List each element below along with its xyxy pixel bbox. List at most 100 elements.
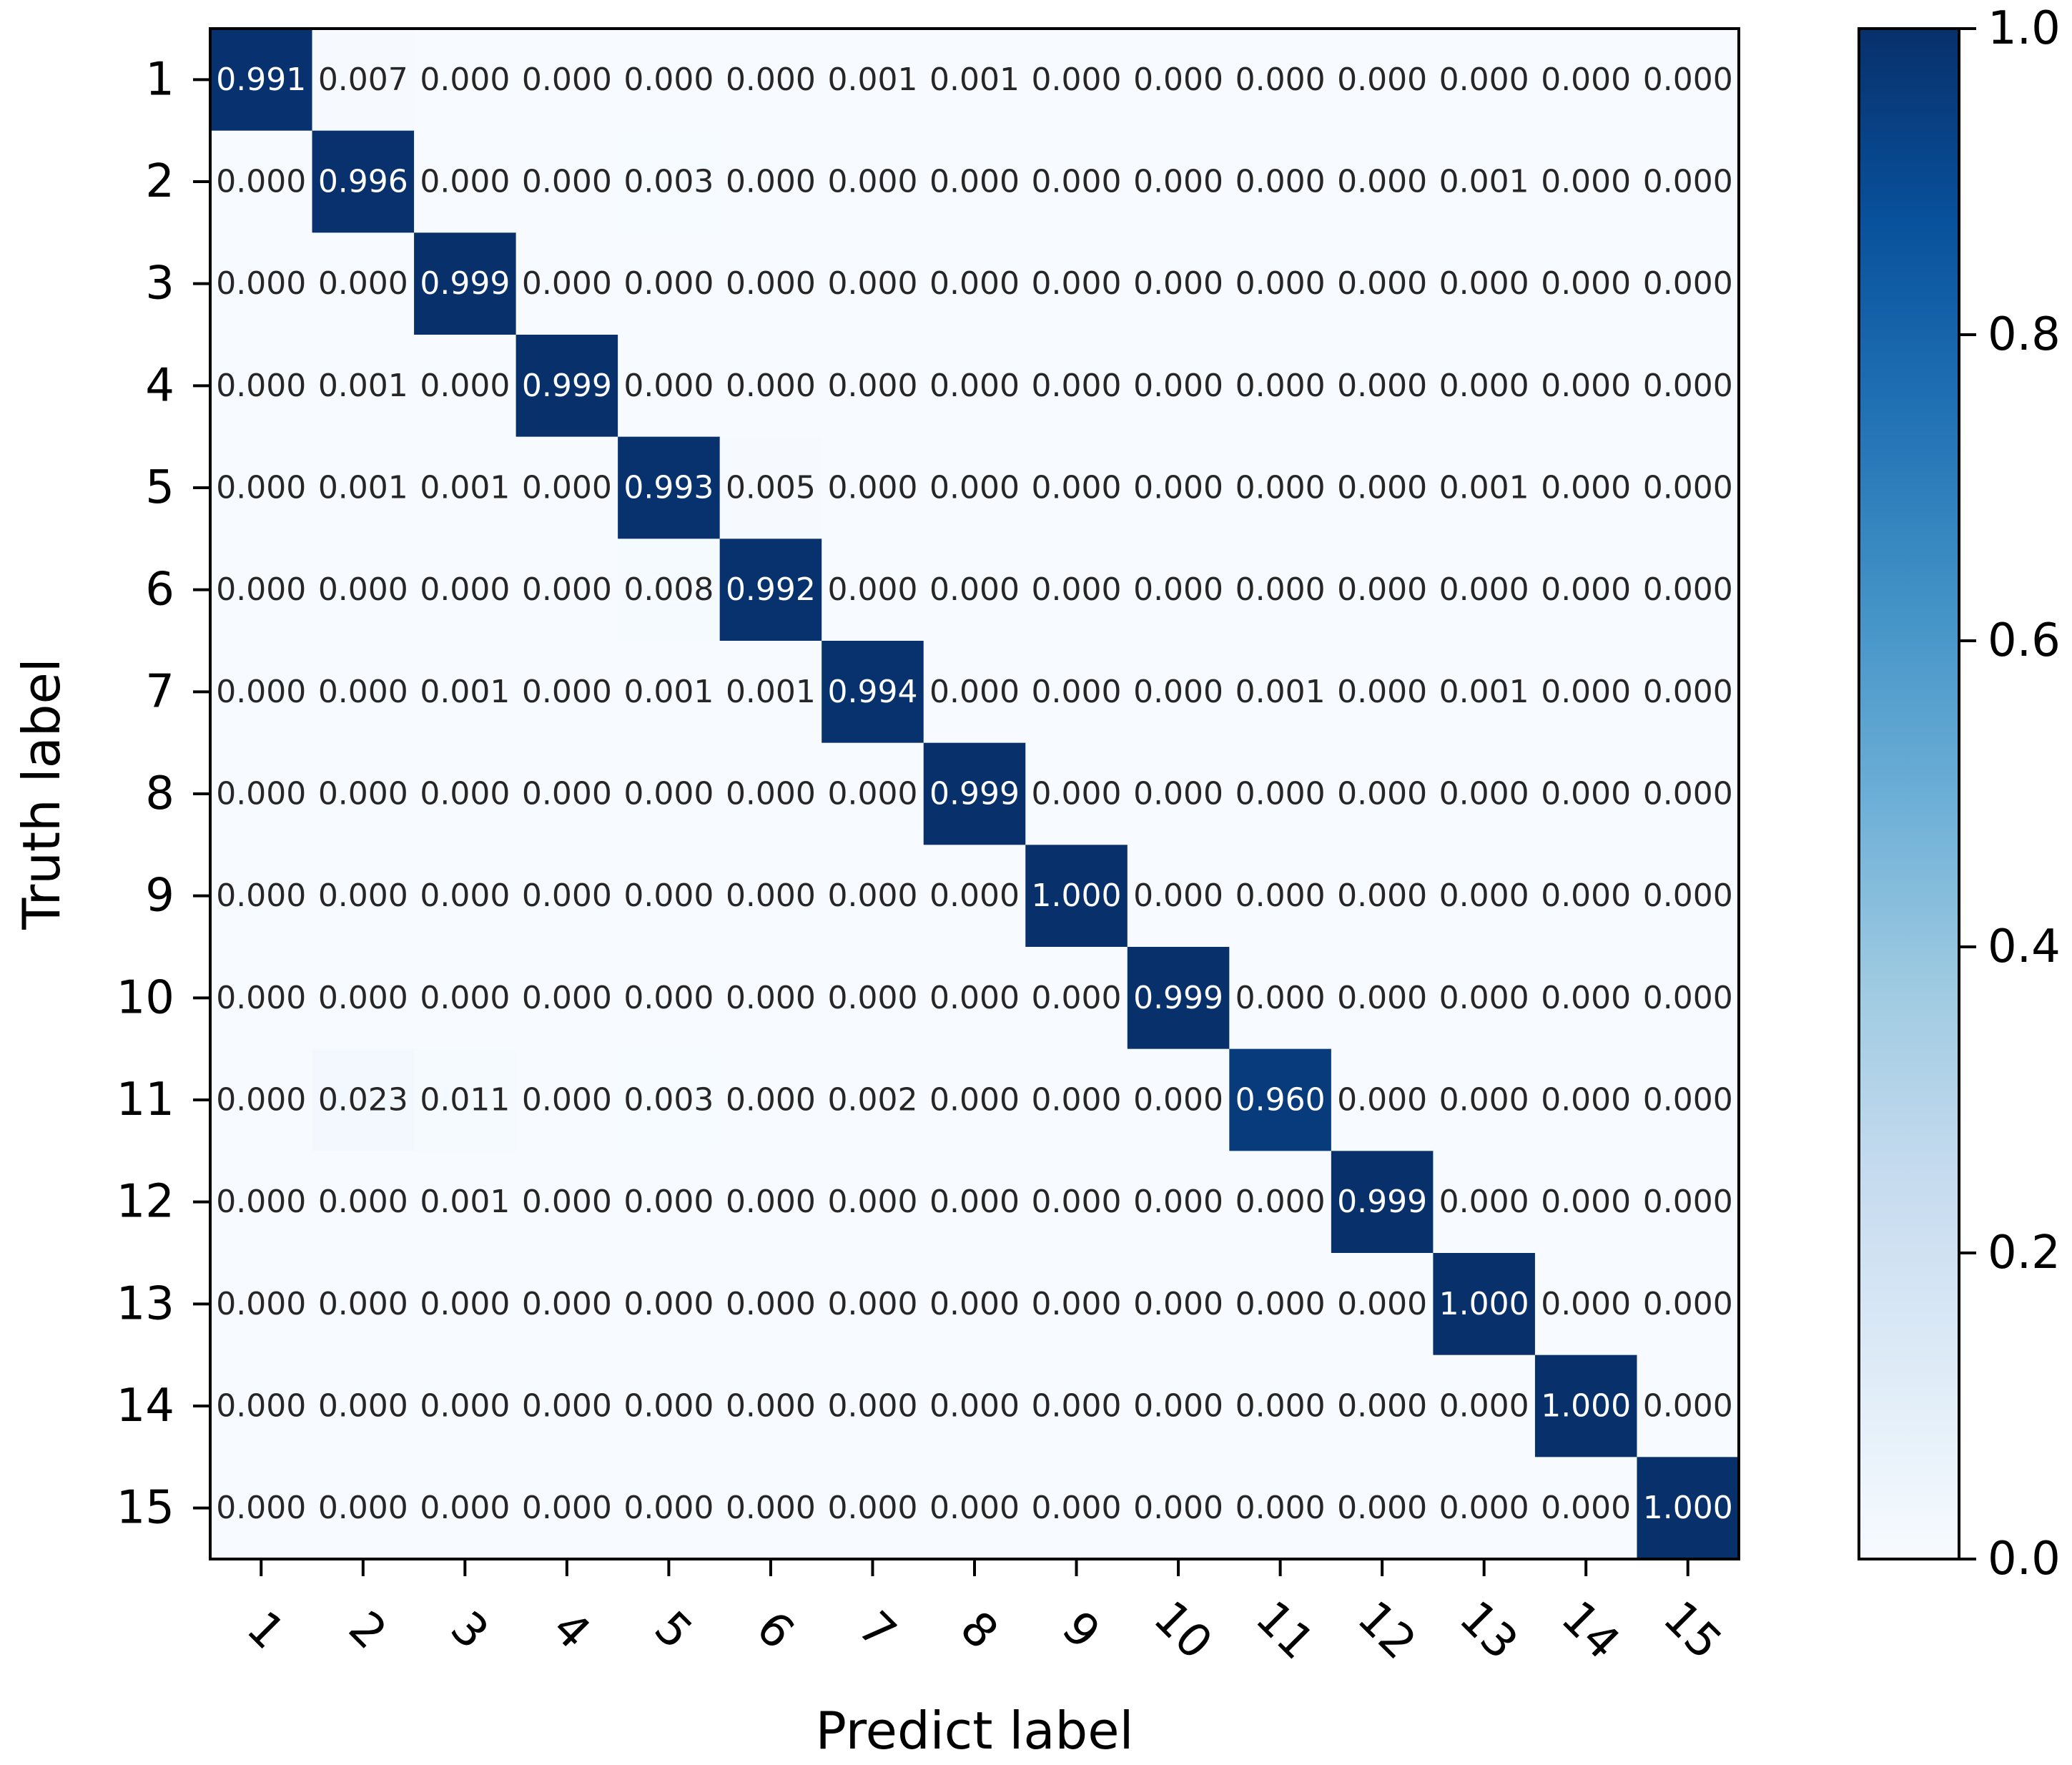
cell-value-label: 0.000 — [1643, 877, 1733, 914]
cell-value-label: 0.000 — [318, 674, 408, 710]
heatmap-cell — [1229, 29, 1332, 132]
heatmap-cell — [1229, 1151, 1332, 1254]
y-tick-label: 5 — [145, 461, 174, 514]
cell-value-label: 0.000 — [827, 368, 917, 404]
heatmap-cell — [210, 335, 313, 438]
cell-value-label: 0.003 — [623, 164, 714, 200]
cell-value-label: 0.000 — [420, 368, 510, 404]
heatmap-cell — [1433, 641, 1536, 744]
cell-value-label: 0.000 — [827, 877, 917, 914]
heatmap-cell — [822, 641, 924, 744]
heatmap-cell — [923, 845, 1026, 948]
heatmap-cell — [515, 1355, 618, 1457]
cell-value-label: 0.000 — [216, 470, 306, 506]
heatmap-cell — [1433, 947, 1536, 1050]
heatmap-cell — [1331, 845, 1434, 948]
cell-value-label: 0.999 — [1133, 980, 1223, 1016]
heatmap-cell — [515, 742, 618, 845]
heatmap-cell — [719, 1457, 822, 1560]
cell-value-label: 0.000 — [827, 470, 917, 506]
heatmap-cell — [1331, 947, 1434, 1050]
cell-value-label: 0.000 — [929, 470, 1020, 506]
cell-value-label: 0.999 — [522, 368, 612, 404]
cell-value-label: 0.000 — [1235, 877, 1326, 914]
heatmap-cell — [923, 232, 1026, 335]
y-tick-label: 13 — [117, 1277, 174, 1330]
heatmap-cell — [1637, 29, 1740, 132]
cell-value-label: 0.000 — [420, 776, 510, 812]
cell-value-label: 0.000 — [522, 674, 612, 710]
cell-value-label: 0.000 — [1032, 571, 1122, 608]
cell-value-label: 0.000 — [929, 164, 1020, 200]
cell-value-label: 0.000 — [522, 1082, 612, 1119]
cell-value-label: 0.000 — [929, 877, 1020, 914]
heatmap-cell — [414, 1253, 517, 1356]
heatmap-cell — [822, 539, 924, 641]
cell-value-label: 1.000 — [1032, 877, 1122, 914]
cell-value-label: 0.993 — [623, 470, 714, 506]
cell-value-label: 0.000 — [827, 571, 917, 608]
heatmap-cell — [1534, 1457, 1638, 1560]
heatmap-cell — [414, 29, 517, 132]
cell-value-label: 0.000 — [1541, 877, 1631, 914]
colorbar-gradient — [1859, 29, 1959, 1559]
cell-value-label: 0.999 — [1337, 1184, 1427, 1220]
cell-value-label: 0.003 — [623, 1082, 714, 1119]
heatmap-cell — [1229, 845, 1332, 948]
heatmap-cell — [923, 641, 1026, 744]
cell-value-label: 0.000 — [1235, 1184, 1326, 1220]
heatmap-cell — [618, 1253, 721, 1356]
cell-value-label: 0.000 — [623, 62, 714, 98]
heatmap-cell — [923, 539, 1026, 641]
cell-value-label: 0.002 — [827, 1082, 917, 1119]
cell-value-label: 0.000 — [623, 1286, 714, 1322]
heatmap-cell — [1534, 232, 1638, 335]
cell-value-label: 0.000 — [1643, 571, 1733, 608]
heatmap-cell — [822, 29, 924, 132]
cell-value-label: 0.000 — [522, 1490, 612, 1526]
cell-value-label: 0.000 — [1235, 368, 1326, 404]
cell-value-label: 0.000 — [1439, 1490, 1529, 1526]
cell-value-label: 0.000 — [1032, 776, 1122, 812]
heatmap-cell — [1127, 1457, 1230, 1560]
heatmap-cell — [719, 130, 822, 233]
heatmap-cell — [1229, 1253, 1332, 1356]
heatmap-cell — [312, 130, 415, 233]
cell-value-label: 0.000 — [1032, 164, 1122, 200]
cell-value-label: 0.000 — [1235, 776, 1326, 812]
cell-value-label: 0.000 — [1133, 1286, 1223, 1322]
heatmap-cell — [1637, 1355, 1740, 1457]
cell-value-label: 0.000 — [522, 1184, 612, 1220]
heatmap-cell — [1534, 845, 1638, 948]
cell-value-label: 0.000 — [1643, 265, 1733, 302]
heatmap-cell — [1331, 436, 1434, 539]
cell-value-label: 0.000 — [1235, 1286, 1326, 1322]
cell-value-label: 0.000 — [1337, 674, 1427, 710]
heatmap-cell — [618, 742, 721, 845]
heatmap-cell — [1025, 335, 1128, 438]
cell-value-label: 0.000 — [827, 1388, 917, 1425]
cell-value-label: 0.000 — [827, 265, 917, 302]
cell-value-label: 0.000 — [1337, 776, 1427, 812]
cell-value-label: 0.000 — [216, 164, 306, 200]
cell-value-label: 0.000 — [1133, 1490, 1223, 1526]
cell-value-label: 0.000 — [1337, 877, 1427, 914]
heatmap-cell — [923, 947, 1026, 1050]
heatmap-cell — [1331, 232, 1434, 335]
heatmap-cell — [1534, 947, 1638, 1050]
cell-value-label: 0.000 — [1439, 1388, 1529, 1425]
heatmap-cell — [1229, 1048, 1332, 1151]
heatmap-cell — [923, 1457, 1026, 1560]
heatmap-cell — [1331, 1151, 1434, 1254]
cell-value-label: 0.000 — [1643, 62, 1733, 98]
heatmap-cell — [1433, 232, 1536, 335]
heatmap-cell — [1127, 436, 1230, 539]
cell-value-label: 0.000 — [726, 265, 816, 302]
cell-value-label: 0.000 — [1032, 1286, 1122, 1322]
y-tick-label: 8 — [145, 767, 174, 820]
heatmap-cell — [1433, 130, 1536, 233]
heatmap-cell — [822, 742, 924, 845]
cell-value-label: 0.000 — [1032, 265, 1122, 302]
heatmap-cell — [1534, 1253, 1638, 1356]
heatmap-cell — [312, 641, 415, 744]
